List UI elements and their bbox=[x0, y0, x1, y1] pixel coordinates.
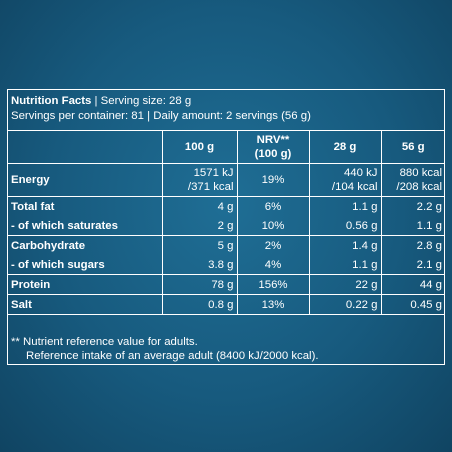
row-label: - of which saturates bbox=[11, 219, 118, 232]
carb-nrv: 2% bbox=[236, 235, 309, 255]
row-label: Energy bbox=[8, 163, 162, 197]
carb-28g: 1.4 g bbox=[308, 235, 381, 255]
header-blank bbox=[8, 131, 162, 164]
energy-28g-kcal: /104 kcal bbox=[331, 181, 378, 193]
col-28g: 28 g bbox=[308, 131, 381, 164]
salt-nrv: 13% bbox=[236, 294, 309, 315]
row-label: Carbohydrate bbox=[8, 235, 162, 255]
table-row-carbohydrate: Carbohydrate 5 g 2% 1.4 g 2.8 g bbox=[8, 235, 445, 255]
energy-28g-kj: 440 kJ bbox=[343, 167, 378, 179]
carb-56g: 2.8 g bbox=[380, 235, 445, 255]
energy-28g: 440 kJ /104 kcal bbox=[308, 163, 381, 197]
col-56g: 56 g bbox=[380, 131, 445, 164]
col-100g: 100 g bbox=[161, 131, 237, 164]
fat-56g: 2.2 g bbox=[380, 196, 445, 216]
table-row-sugars: - of which sugars 3.8 g 4% 1.1 g 2.1 g bbox=[8, 255, 445, 275]
col-nrv-line1: NRV** bbox=[256, 134, 290, 146]
table-row-salt: Salt 0.8 g 13% 0.22 g 0.45 g bbox=[8, 294, 445, 315]
row-label: Salt bbox=[8, 294, 162, 315]
energy-56g-a: 880 kcal bbox=[399, 167, 442, 179]
energy-nrv: 19% bbox=[236, 163, 309, 197]
protein-28g: 22 g bbox=[308, 274, 381, 295]
protein-nrv: 156% bbox=[236, 274, 309, 295]
footnote-line-1: ** Nutrient reference value for adults. bbox=[11, 336, 198, 348]
servings-line: Servings per container: 81 | Daily amoun… bbox=[11, 110, 311, 122]
sugars-28g: 1.1 g bbox=[308, 255, 381, 275]
row-label: Total fat bbox=[8, 196, 162, 216]
saturates-nrv: 10% bbox=[236, 216, 309, 236]
header-line-1: Nutrition Facts | Serving size: 28 g bbox=[11, 94, 444, 109]
bottom-border-cell bbox=[8, 314, 445, 315]
serving-size: | Serving size: 28 g bbox=[94, 95, 192, 107]
sugars-56g: 2.1 g bbox=[380, 255, 445, 275]
energy-100g-kj: 1571 kJ bbox=[193, 167, 234, 179]
sugars-100g: 3.8 g bbox=[161, 255, 237, 275]
row-label: Protein bbox=[8, 274, 162, 295]
fat-nrv: 6% bbox=[236, 196, 309, 216]
protein-100g: 78 g bbox=[161, 274, 237, 295]
table-row-saturates: - of which saturates 2 g 10% 0.56 g 1.1 … bbox=[8, 216, 445, 236]
carb-100g: 5 g bbox=[161, 235, 237, 255]
sugars-nrv: 4% bbox=[236, 255, 309, 275]
col-nrv: NRV** (100 g) bbox=[236, 131, 309, 164]
table-row-fat: Total fat 4 g 6% 1.1 g 2.2 g bbox=[8, 196, 445, 216]
saturates-28g: 0.56 g bbox=[308, 216, 381, 236]
energy-56g-b: /208 kcal bbox=[396, 181, 442, 193]
nutrition-facts-panel: Nutrition Facts | Serving size: 28 g Ser… bbox=[7, 89, 445, 365]
energy-100g-kcal: /371 kcal bbox=[187, 181, 234, 193]
nutrition-header: Nutrition Facts | Serving size: 28 g Ser… bbox=[8, 90, 444, 131]
row-label: - of which sugars bbox=[11, 258, 105, 271]
fat-100g: 4 g bbox=[161, 196, 237, 216]
nutrition-table: 100 g NRV** (100 g) 28 g 56 g Energy 157… bbox=[8, 131, 445, 315]
protein-56g: 44 g bbox=[380, 274, 445, 295]
fat-28g: 1.1 g bbox=[308, 196, 381, 216]
footnote-line-2: Reference intake of an average adult (84… bbox=[26, 350, 319, 362]
saturates-100g: 2 g bbox=[161, 216, 237, 236]
salt-56g: 0.45 g bbox=[380, 294, 445, 315]
col-nrv-line2: (100 g) bbox=[254, 148, 292, 160]
salt-100g: 0.8 g bbox=[161, 294, 237, 315]
salt-28g: 0.22 g bbox=[308, 294, 381, 315]
table-header-row: 100 g NRV** (100 g) 28 g 56 g bbox=[8, 131, 445, 164]
energy-100g: 1571 kJ /371 kcal bbox=[161, 163, 237, 197]
saturates-56g: 1.1 g bbox=[380, 216, 445, 236]
energy-56g: 880 kcal /208 kcal bbox=[380, 163, 445, 197]
footnote: ** Nutrient reference value for adults. … bbox=[11, 335, 319, 363]
table-bottom-border bbox=[8, 314, 445, 315]
table-row-energy: Energy 1571 kJ /371 kcal 19% 440 kJ /104… bbox=[8, 163, 445, 197]
nutrition-title: Nutrition Facts bbox=[11, 95, 92, 107]
table-row-protein: Protein 78 g 156% 22 g 44 g bbox=[8, 274, 445, 295]
